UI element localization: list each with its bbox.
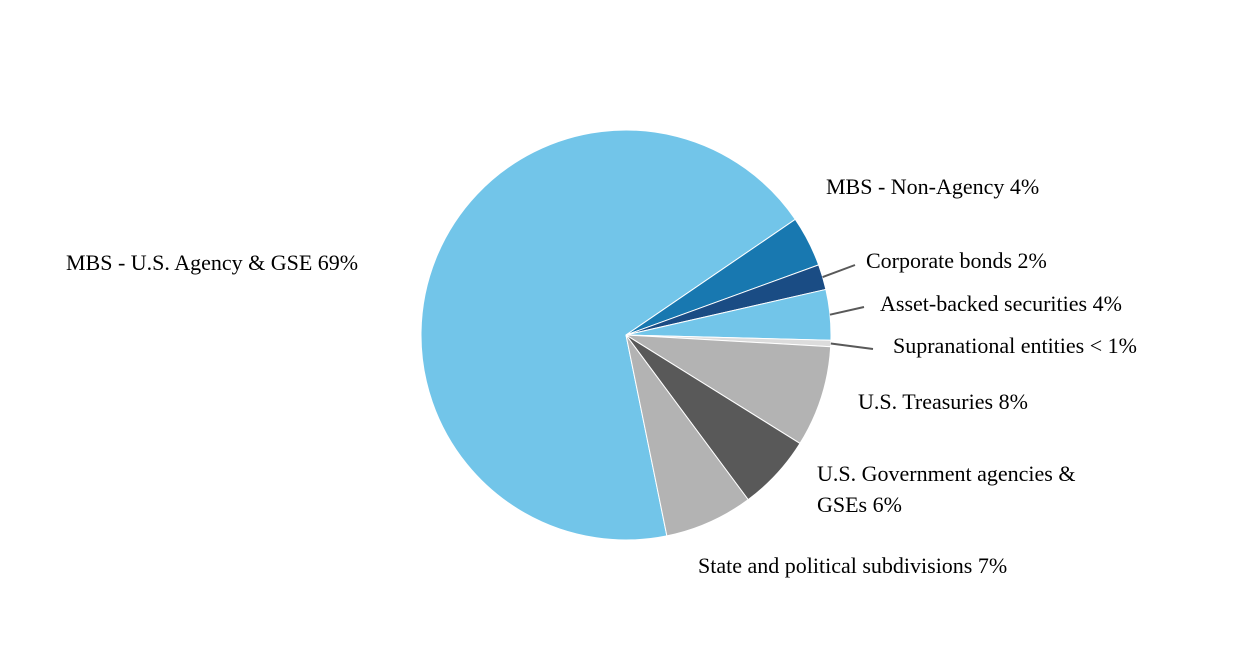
- label-asset-backed: Asset-backed securities 4%: [880, 291, 1122, 316]
- label-corporate-bonds: Corporate bonds 2%: [866, 248, 1047, 273]
- label-mbs-us-agency-gse: MBS - U.S. Agency & GSE 69%: [66, 250, 359, 275]
- label-supranational: Supranational entities < 1%: [893, 333, 1137, 358]
- label-us-treasuries: U.S. Treasuries 8%: [858, 389, 1028, 414]
- pie-slice-5: [625, 334, 832, 445]
- label-state-political: State and political subdivisions 7%: [698, 553, 1008, 578]
- leader-line-4: [830, 342, 874, 350]
- pie-slice-7: [625, 334, 749, 537]
- leader-line-2: [822, 264, 856, 278]
- leader-line-3: [829, 306, 865, 316]
- label-mbs-non-agency: MBS - Non-Agency 4%: [826, 174, 1040, 199]
- label-us-gov-agencies: U.S. Government agencies & GSEs 6%: [817, 461, 1076, 517]
- pie-slice-0: [420, 129, 796, 541]
